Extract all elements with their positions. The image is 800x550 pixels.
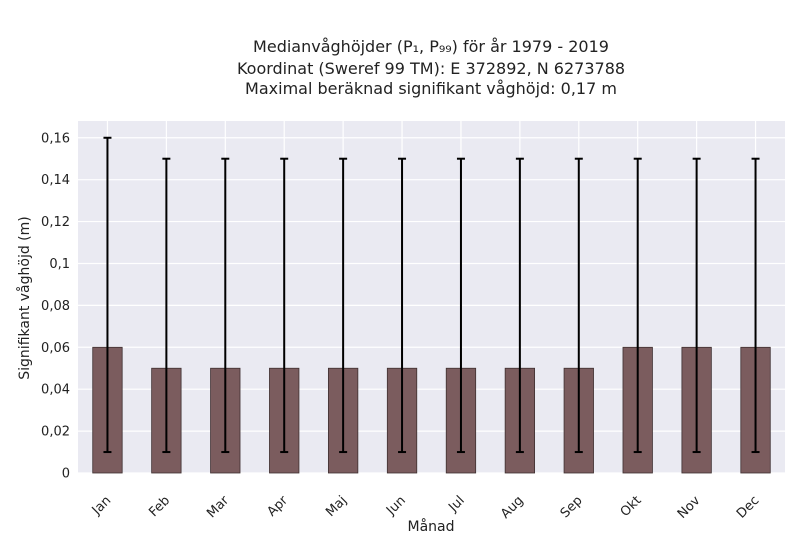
title-line-3: Maximal beräknad signifikant våghöjd: 0,… xyxy=(245,79,617,98)
y-tick-label: 0,16 xyxy=(41,131,70,146)
x-tick-label-maj: Maj xyxy=(323,493,350,520)
x-tick-label-jun: Jun xyxy=(383,493,409,519)
y-tick-label: 0,12 xyxy=(41,215,70,230)
x-tick-label-nov: Nov xyxy=(675,493,704,522)
x-tick-label-dec: Dec xyxy=(734,493,762,521)
x-tick-label-okt: Okt xyxy=(618,493,645,520)
y-tick-label: 0,08 xyxy=(41,299,70,314)
x-tick-label-aug: Aug xyxy=(498,493,527,522)
plot-area xyxy=(78,121,785,473)
chart-title: Medianvåghöjder (P₁, P₉₉) för år 1979 - … xyxy=(237,37,625,98)
y-tick-label: 0 xyxy=(62,467,70,482)
x-tick-label-feb: Feb xyxy=(146,493,173,520)
x-ticks: Jan Feb Mar Apr Maj Jun Jul Aug Sep Okt Nov Dec xyxy=(89,493,763,522)
y-tick-label: 0,06 xyxy=(41,341,70,356)
error-bars xyxy=(103,136,760,454)
x-tick-label-mar: Mar xyxy=(204,493,232,521)
y-axis-label: Signifikant våghöjd (m) xyxy=(16,216,33,379)
x-tick-label-apr: Apr xyxy=(265,493,292,520)
y-ticks: 0 0,02 0,04 0,06 0,08 0,1 0,12 0,14 0,16 xyxy=(41,131,70,481)
x-tick-label-sep: Sep xyxy=(558,493,586,521)
x-tick-label-jan: Jan xyxy=(89,493,114,518)
y-tick-label: 0,02 xyxy=(41,425,70,440)
title-line-2: Koordinat (Sweref 99 TM): E 372892, N 62… xyxy=(237,59,625,78)
title-line-1: Medianvåghöjder (P₁, P₉₉) för år 1979 - … xyxy=(253,37,609,56)
y-tick-label: 0,1 xyxy=(49,257,70,272)
y-tick-label: 0,04 xyxy=(41,383,70,398)
x-tick-label-jul: Jul xyxy=(445,493,467,515)
y-tick-label: 0,14 xyxy=(41,173,70,188)
x-axis-label: Månad xyxy=(408,518,455,535)
